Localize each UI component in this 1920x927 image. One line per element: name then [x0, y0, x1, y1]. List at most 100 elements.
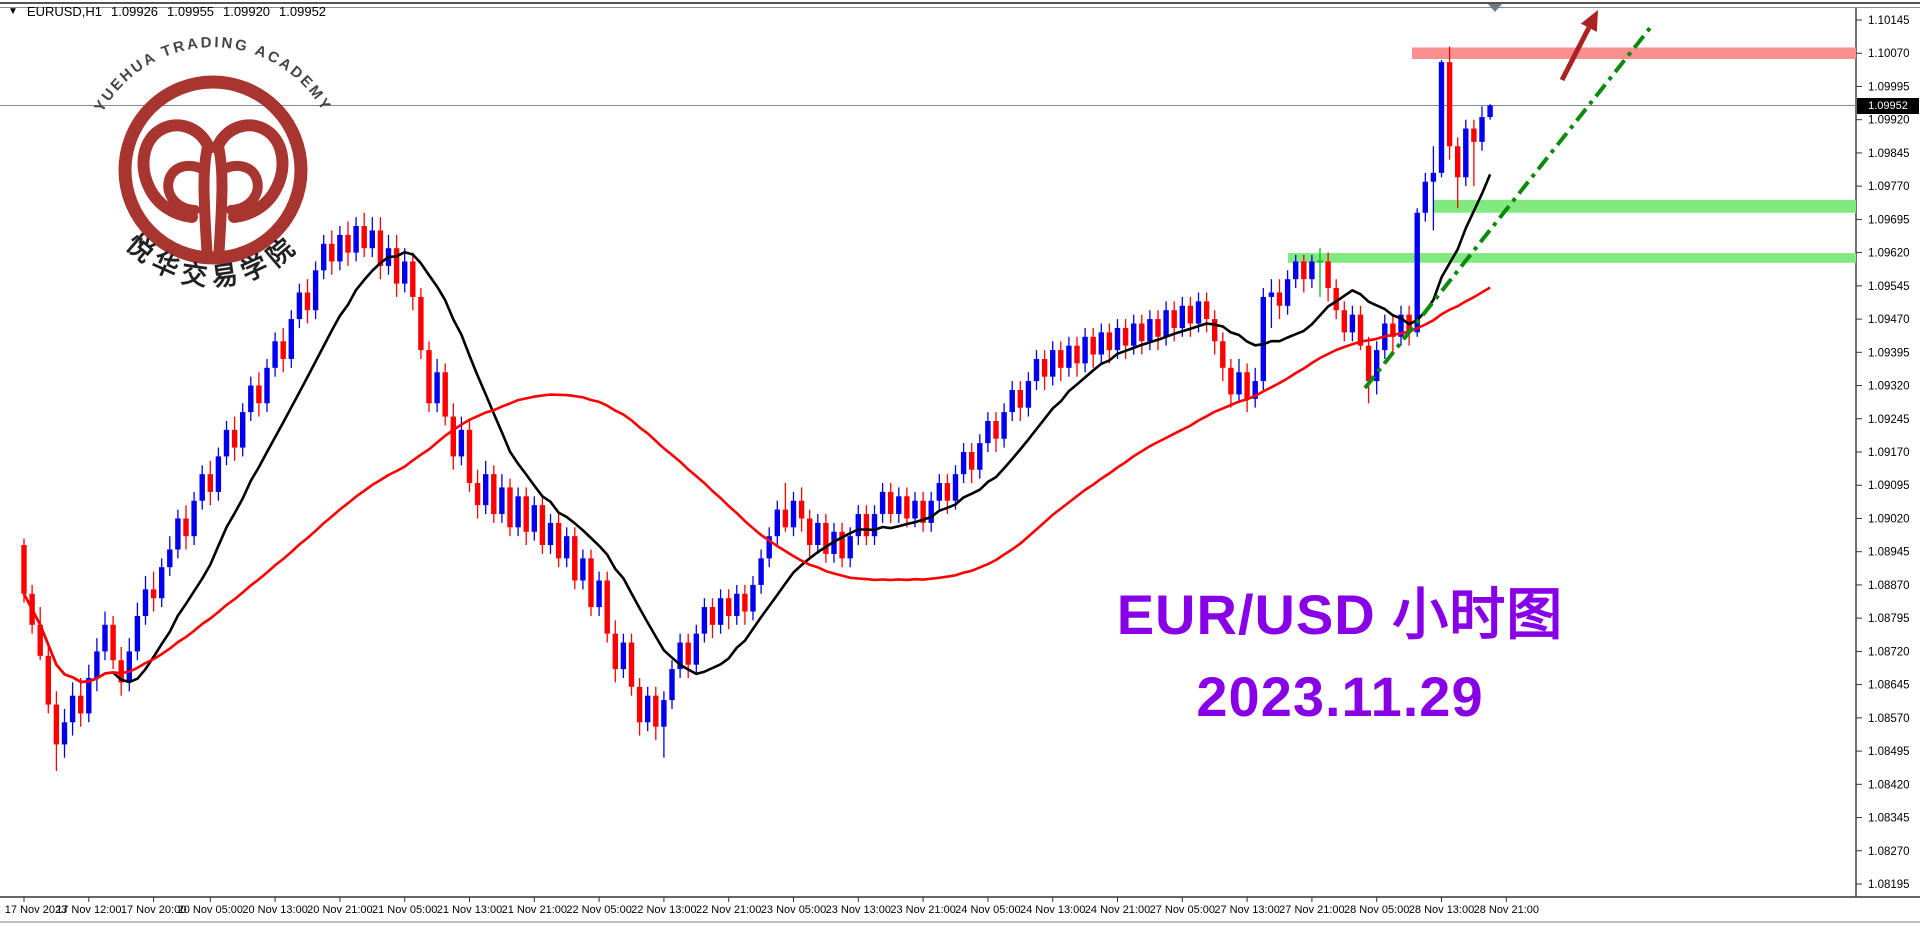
candle-body [798, 500, 805, 519]
annotation-line2: 2023.11.29 [1196, 665, 1484, 728]
fast-ma-line [22, 173, 1492, 684]
candle-body [588, 558, 594, 608]
candle-body [1106, 332, 1113, 351]
candle-body [604, 580, 610, 634]
time-label: 20 Nov 13:00 [242, 904, 307, 916]
slow-ma-line [22, 286, 1491, 684]
current-price-tag: 1.09952 [1857, 98, 1919, 114]
candle-body [944, 483, 951, 501]
candle-body [1479, 117, 1485, 142]
trend-line [1363, 26, 1652, 390]
candle-body [393, 248, 400, 284]
candle-body [985, 420, 991, 444]
candle-body [86, 677, 92, 714]
candle-body [920, 500, 926, 523]
price-label: 1.09920 [1868, 115, 1910, 127]
candle-body [215, 456, 222, 492]
candle-body [466, 429, 473, 484]
price-label: 1.08345 [1868, 813, 1910, 825]
candle-body [1276, 292, 1283, 306]
candle-body [1284, 279, 1291, 306]
candle-body [264, 367, 270, 404]
price-label: 1.08795 [1868, 613, 1910, 625]
candle-body [1471, 128, 1477, 142]
candle-body [1244, 372, 1250, 399]
candle-body [1001, 412, 1007, 439]
candle-body [159, 567, 165, 599]
low-value: 1.09920 [223, 4, 271, 19]
candle-body [450, 416, 456, 457]
candle-body [377, 230, 384, 266]
price-axis[interactable]: 1.10145 1.10070 1.09995 1.09920 1.09845 1.097… [1856, 15, 1910, 891]
candle-body [1446, 62, 1453, 147]
candle-body [766, 536, 772, 559]
candle-body [1203, 301, 1210, 320]
candle-body [580, 558, 586, 581]
open-value: 1.09926 [111, 4, 159, 19]
candle-body [418, 296, 424, 351]
time-label: 23 Nov 21:00 [890, 904, 955, 916]
candle-body [37, 624, 43, 656]
candle-body [1163, 310, 1169, 337]
candle-body [118, 660, 124, 683]
candle-body [1301, 261, 1307, 280]
candle-body [1414, 212, 1420, 333]
candle-body [474, 483, 481, 506]
candle-body [1398, 314, 1404, 337]
candle-body [1390, 323, 1396, 337]
symbol-period-label: EURUSD,H1 [26, 4, 103, 19]
candle-body [709, 607, 716, 625]
time-label: 28 Nov 05:00 [1344, 904, 1409, 916]
symbol-dropdown-icon[interactable]: ▼ [8, 6, 18, 17]
candle-body [191, 500, 197, 537]
price-label: 1.08195 [1868, 879, 1910, 891]
support-zone-1 [1433, 199, 1856, 213]
price-label: 1.09020 [1868, 513, 1910, 525]
price-label: 1.09320 [1868, 381, 1910, 393]
candle-body [1487, 105, 1493, 118]
candle-body [742, 593, 748, 612]
time-label: 28 Nov 13:00 [1409, 904, 1474, 916]
candle-body [758, 558, 764, 585]
candle-body [1195, 301, 1202, 324]
arrow-shaft [1559, 26, 1592, 82]
candle-body [329, 243, 335, 262]
candle-body [337, 234, 343, 262]
candle-body [321, 243, 327, 271]
candle-body [1074, 345, 1080, 364]
price-label: 1.08945 [1868, 547, 1910, 559]
candle-body [402, 261, 408, 284]
logo-top-text: YUEHUA TRADING ACADEMY [91, 34, 335, 115]
candle-body [499, 487, 505, 515]
price-label: 1.10145 [1868, 15, 1910, 27]
chart-shift-marker[interactable] [1488, 4, 1502, 12]
price-label: 1.09470 [1868, 314, 1910, 326]
time-label: 27 Nov 13:00 [1214, 904, 1279, 916]
candle-body [863, 514, 870, 537]
candle-body [701, 607, 708, 634]
candle-body [612, 633, 618, 670]
time-label: 22 Nov 13:00 [631, 904, 696, 916]
price-label: 1.09770 [1868, 181, 1910, 193]
candle-body [1422, 181, 1428, 213]
candle-body [823, 522, 829, 554]
time-label: 27 Nov 05:00 [1150, 904, 1215, 916]
candle-body [280, 341, 286, 359]
time-label: 20 Nov 21:00 [307, 904, 372, 916]
candle-body [960, 452, 967, 475]
candle-body [1122, 327, 1129, 346]
candle-body [1131, 323, 1137, 346]
price-label: 1.09620 [1868, 248, 1910, 260]
candle-body [167, 549, 173, 568]
price-label: 1.08870 [1868, 580, 1910, 592]
time-label: 24 Nov 21:00 [1085, 904, 1150, 916]
price-label: 1.09395 [1868, 347, 1910, 359]
candle-body [1212, 319, 1218, 342]
time-label: 24 Nov 05:00 [955, 904, 1020, 916]
candle-body [547, 522, 554, 546]
candle-body [855, 514, 861, 537]
price-label: 1.09095 [1868, 480, 1910, 492]
candle-body [1293, 261, 1299, 280]
